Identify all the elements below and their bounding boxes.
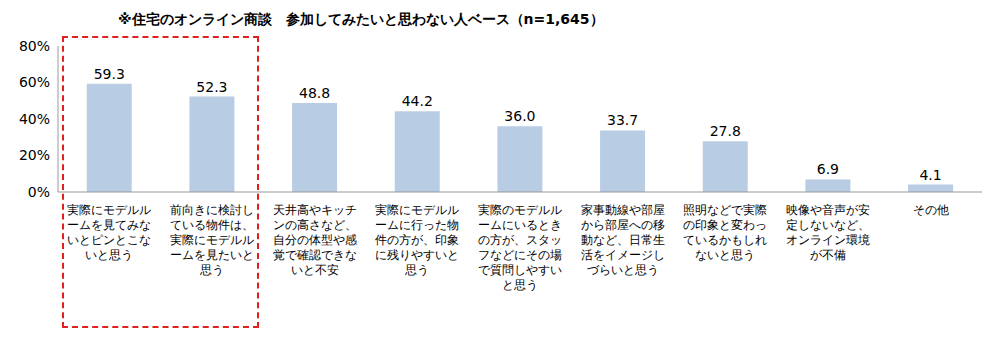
html-text:※住宅のオンライン商談 参加してみたいと思わない人ベース（n: ※住宅のオンライン商談 参加してみたいと思わない人ベース（n=1,645） (118, 11, 604, 27)
svg-text:映像や音声が安定しないなど、オンライン環境が不備: 映像や音声が安定しないなど、オンライン環境が不備 (786, 203, 870, 262)
svg-text:59.3: 59.3 (94, 66, 125, 82)
svg-text:実際にモデルルームに行った物件の方が、印象に残りやすいと思う: 実際にモデルルームに行った物件の方が、印象に残りやすいと思う (375, 203, 459, 277)
svg-text:4.1: 4.1 (919, 167, 941, 183)
svg-text:0%: 0% (28, 184, 50, 200)
svg-text:33.7: 33.7 (607, 112, 638, 128)
svg-text:27.8: 27.8 (710, 123, 741, 139)
svg-text:48.8: 48.8 (299, 85, 330, 101)
svg-text:実際にモデルルームを見てみないとピンとこないと思う: 実際にモデルルームを見てみないとピンとこないと思う (67, 203, 151, 262)
svg-text:その他: その他 (913, 203, 949, 217)
svg-text:44.2: 44.2 (402, 93, 433, 109)
svg-text:80%: 80% (19, 38, 50, 54)
svg-text:20%: 20% (19, 147, 50, 163)
svg-text:前向きに検討している物件は、実際にモデルルームを見たいと思う: 前向きに検討している物件は、実際にモデルルームを見たいと思う (170, 203, 254, 277)
svg-text:52.3: 52.3 (196, 79, 227, 95)
svg-text:6.9: 6.9 (817, 161, 839, 177)
svg-text:天井高やキッチンの高さなど、自分の体型や感覚で確認できないと: 天井高やキッチンの高さなど、自分の体型や感覚で確認できないと不安 (273, 203, 357, 277)
svg-text:照明などで実際の印象と変わっているかもしれないと思う: 照明などで実際の印象と変わっているかもしれないと思う (683, 203, 767, 262)
svg-text:家事動線や部屋から部屋への移動など、日常生活をイメージしづら: 家事動線や部屋から部屋への移動など、日常生活をイメージしづらいと思う (581, 203, 665, 277)
svg-text:36.0: 36.0 (504, 108, 535, 124)
svg-text:40%: 40% (19, 111, 50, 127)
svg-text:60%: 60% (19, 74, 50, 90)
svg-text:実際のモデルルームにいるときの方が、スタッフなどにその場で質: 実際のモデルルームにいるときの方が、スタッフなどにその場で質問しやすいと思う (478, 203, 562, 292)
